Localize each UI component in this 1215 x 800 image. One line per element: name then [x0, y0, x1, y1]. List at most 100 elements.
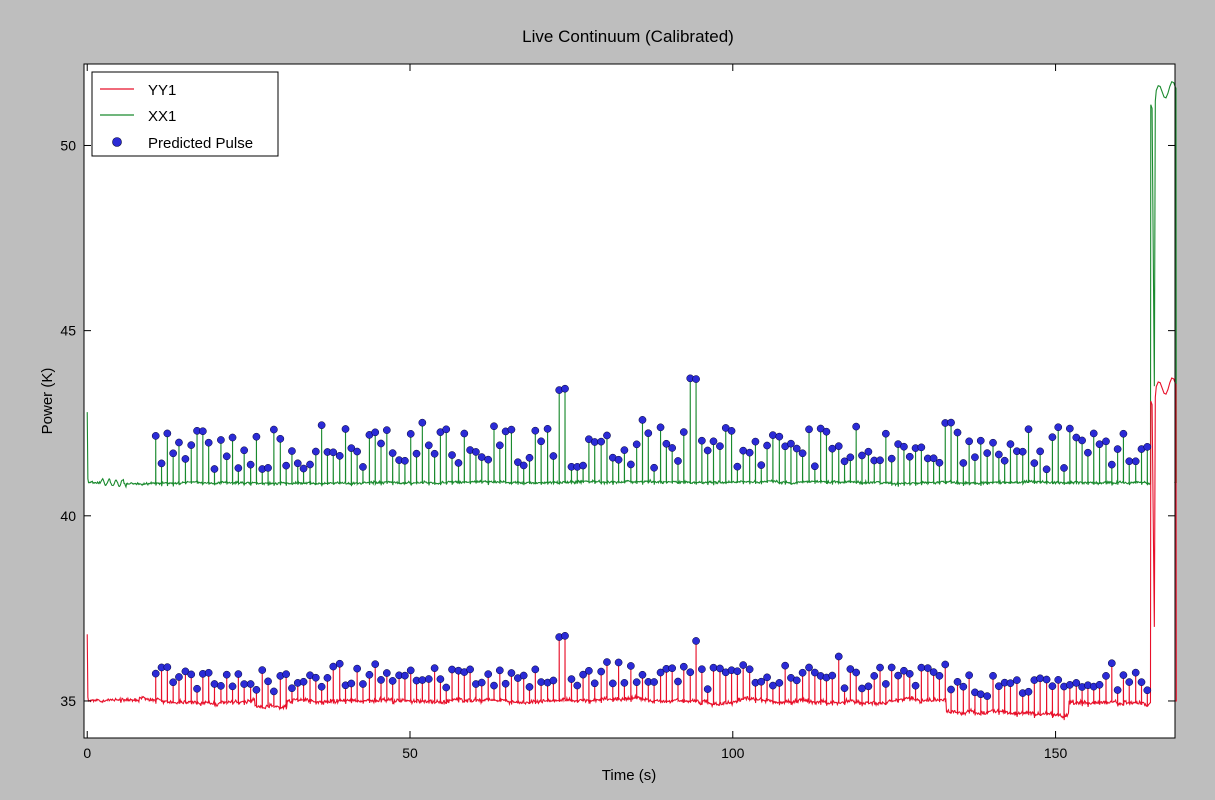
predicted-pulse-marker: [1065, 424, 1074, 433]
predicted-pulse-marker: [299, 677, 308, 686]
predicted-pulse-marker: [965, 437, 973, 446]
predicted-pulse-marker: [1078, 436, 1086, 445]
predicted-pulse-marker: [905, 669, 914, 678]
predicted-pulse-marker: [1102, 437, 1110, 446]
predicted-pulse-marker: [983, 449, 992, 457]
predicted-pulse-marker: [288, 684, 296, 693]
predicted-pulse-marker: [775, 432, 784, 441]
predicted-pulse-marker: [953, 677, 962, 686]
predicted-pulse-marker: [792, 444, 801, 453]
predicted-pulse-marker: [531, 665, 540, 674]
predicted-pulse-marker: [204, 438, 213, 447]
predicted-pulse-marker: [430, 664, 439, 673]
predicted-pulse-marker: [288, 447, 296, 455]
predicted-pulse-marker: [490, 681, 498, 690]
predicted-pulse-marker: [484, 455, 493, 464]
predicted-pulse-marker: [947, 685, 955, 694]
predicted-pulse-marker: [597, 667, 606, 676]
predicted-pulse-marker: [579, 461, 587, 470]
predicted-pulse-marker: [561, 384, 569, 393]
predicted-pulse-marker: [828, 671, 837, 680]
predicted-pulse-marker: [709, 663, 718, 672]
predicted-pulse-marker: [382, 669, 391, 677]
x-tick-label: 150: [1044, 745, 1068, 761]
predicted-pulse-marker: [805, 663, 813, 672]
predicted-pulse-marker: [187, 441, 196, 449]
predicted-pulse-marker: [371, 428, 380, 437]
predicted-pulse-marker: [698, 436, 706, 445]
y-tick-label: 35: [60, 693, 76, 709]
plot-area: [83, 63, 1176, 739]
predicted-pulse-marker: [1095, 680, 1104, 689]
predicted-pulse-marker: [603, 431, 611, 440]
predicted-pulse-marker: [561, 632, 569, 640]
predicted-pulse-marker: [1060, 464, 1068, 472]
predicted-pulse-marker: [792, 676, 801, 685]
predicted-pulse-marker: [175, 673, 183, 681]
legend-box: [91, 71, 279, 157]
predicted-pulse-marker: [983, 692, 992, 700]
predicted-pulse-marker: [1013, 676, 1021, 684]
predicted-pulse-marker: [436, 675, 445, 683]
predicted-pulse-marker: [222, 452, 231, 461]
predicted-pulse-marker: [1102, 672, 1110, 680]
predicted-pulse-marker: [270, 425, 278, 434]
predicted-pulse-marker: [1065, 681, 1074, 689]
predicted-pulse-marker: [311, 673, 320, 682]
predicted-pulse-marker: [204, 668, 213, 677]
predicted-pulse-marker: [388, 677, 397, 685]
predicted-pulse-marker: [620, 446, 629, 454]
predicted-pulse-marker: [264, 464, 272, 472]
predicted-pulse-marker: [240, 680, 249, 688]
predicted-pulse-marker: [638, 670, 647, 679]
predicted-pulse-marker: [347, 679, 356, 688]
predicted-pulse-marker: [757, 677, 766, 686]
predicted-pulse-marker: [994, 682, 1003, 691]
predicted-pulse-marker: [614, 455, 623, 464]
predicted-pulse-marker: [1036, 447, 1044, 456]
predicted-pulse-marker: [514, 458, 522, 467]
predicted-pulse-marker: [585, 666, 593, 675]
legend-label-yy1: YY1: [148, 82, 176, 99]
predicted-pulse-marker: [246, 680, 255, 688]
legend: YY1 XX1 Predicted Pulse: [91, 71, 279, 157]
predicted-pulse-marker: [686, 668, 695, 677]
predicted-pulse-marker: [466, 665, 474, 674]
predicted-pulse-marker: [484, 670, 493, 678]
predicted-pulse-marker: [627, 460, 635, 469]
predicted-pulse-marker: [371, 660, 380, 669]
predicted-pulse-marker: [175, 438, 183, 447]
predicted-pulse-marker: [703, 685, 712, 693]
predicted-pulse-marker: [763, 673, 771, 682]
predicted-pulse-marker: [1113, 686, 1122, 694]
predicted-pulse-marker: [959, 459, 968, 467]
predicted-pulse-marker: [199, 427, 207, 436]
predicted-pulse-marker: [739, 446, 748, 455]
legend-label-xx1: XX1: [148, 108, 176, 125]
x-tick-label: 50: [402, 745, 418, 761]
predicted-pulse-marker: [442, 683, 451, 692]
predicted-pulse-marker: [834, 442, 843, 451]
predicted-pulse-marker: [1042, 675, 1051, 684]
predicted-pulse-marker: [382, 426, 391, 434]
predicted-pulse-marker: [668, 444, 677, 452]
series-layer: [86, 81, 1177, 721]
predicted-pulse-marker: [858, 684, 866, 693]
predicted-pulse-marker: [341, 425, 350, 433]
predicted-pulse-marker: [193, 684, 201, 693]
predicted-pulse-marker: [929, 454, 938, 463]
predicted-pulse-marker: [228, 433, 237, 442]
y-tick-label: 50: [60, 137, 76, 153]
predicted-pulse-marker: [210, 680, 219, 688]
predicted-pulse-marker: [894, 671, 902, 680]
predicted-pulse-marker: [217, 436, 225, 444]
predicted-pulse-marker: [519, 461, 528, 470]
predicted-pulse-marker: [971, 453, 979, 462]
predicted-pulse-marker: [941, 660, 950, 669]
predicted-pulse-marker: [477, 453, 486, 461]
predicted-pulse-marker: [1030, 459, 1039, 467]
predicted-pulse-marker: [246, 460, 255, 469]
predicted-pulse-marker: [1131, 457, 1140, 466]
predicted-pulse-marker: [763, 441, 771, 450]
predicted-pulse-marker: [1084, 448, 1092, 457]
